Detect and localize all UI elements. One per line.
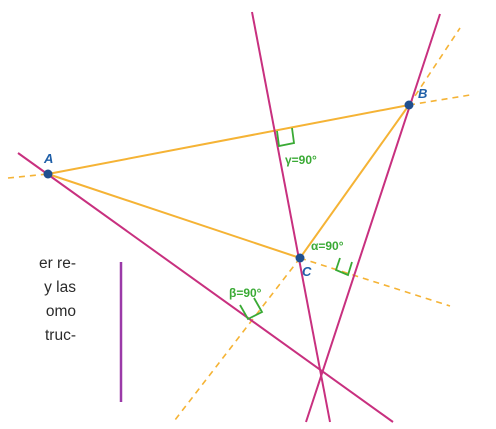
side-text-line-1: er re- [38,255,76,272]
side-ac [47,173,301,259]
extension-bc-up [408,27,461,106]
label-point-c: C [302,264,312,279]
side-bc [299,104,410,259]
side-text-line-4: truc- [45,327,76,344]
label-angle-alpha: α=90° [311,239,344,253]
altitude-from-a [17,152,394,423]
label-point-b: B [418,86,427,101]
extension-ab-left [7,173,49,179]
label-angle-beta: β=90° [229,286,262,300]
right-angle-marker-beta [239,297,264,321]
vertex-c [295,253,305,263]
label-point-a: A [43,151,53,166]
vertex-a [43,169,53,179]
altitude-from-b [305,13,441,423]
right-angle-marker-alpha [334,257,353,277]
side-ab [47,104,410,175]
altitude-from-c [251,11,331,423]
right-angle-marker-gamma [276,127,296,148]
extension-ac-right [299,257,451,307]
cropped-side-text: er re- y las omo truc- [0,252,76,348]
label-angle-gamma: γ=90° [285,153,317,167]
vertex-b [404,100,414,110]
extension-bc-down [174,257,301,421]
side-text-line-2: y las [44,279,76,296]
side-text-line-3: omo [45,303,76,320]
